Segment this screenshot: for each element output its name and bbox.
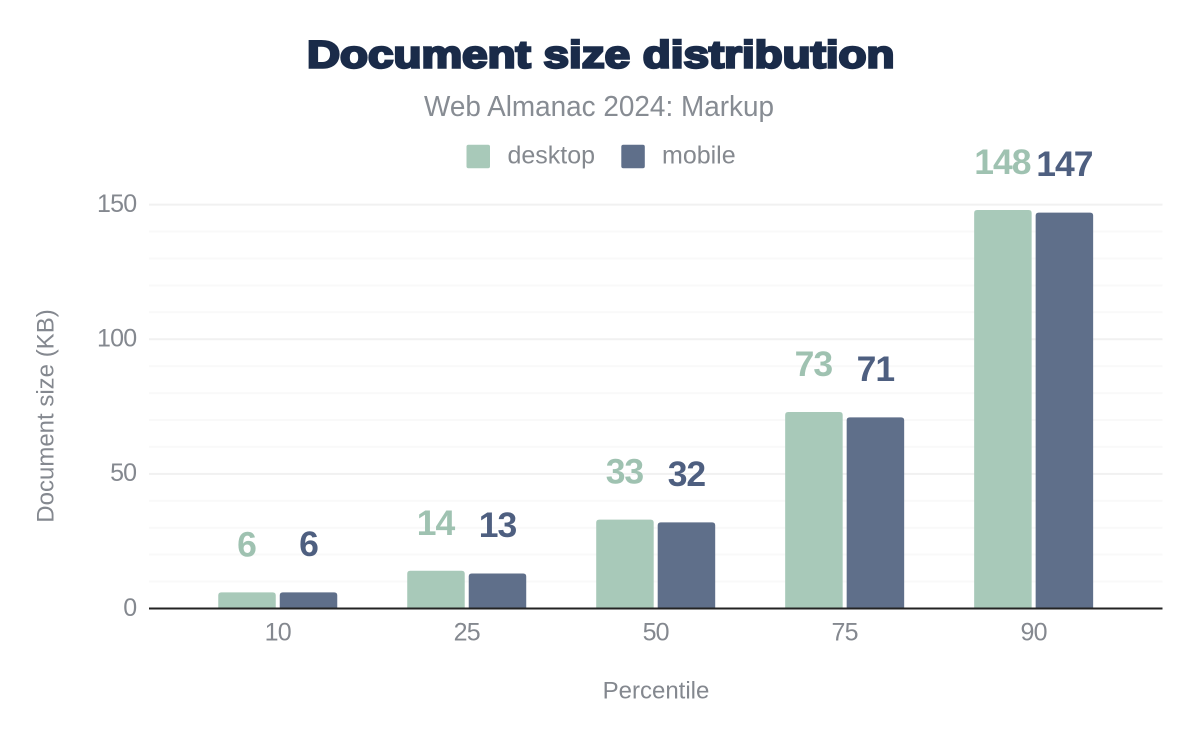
svg-text:Web Almanac 2024: Markup: Web Almanac 2024: Markup — [424, 91, 774, 123]
svg-text:13: 13 — [479, 505, 517, 545]
svg-text:32: 32 — [668, 454, 706, 494]
svg-text:mobile: mobile — [662, 142, 736, 170]
svg-text:10: 10 — [265, 618, 291, 646]
svg-text:0: 0 — [123, 594, 136, 622]
svg-text:50: 50 — [643, 618, 669, 646]
svg-text:25: 25 — [454, 618, 480, 646]
svg-text:33: 33 — [606, 452, 644, 492]
svg-text:6: 6 — [299, 524, 318, 564]
svg-text:148: 148 — [974, 142, 1030, 182]
svg-text:50: 50 — [110, 459, 136, 487]
svg-text:75: 75 — [832, 618, 858, 646]
svg-text:71: 71 — [857, 349, 895, 389]
svg-text:Percentile: Percentile — [603, 678, 710, 705]
svg-text:6: 6 — [237, 524, 256, 564]
svg-text:14: 14 — [417, 503, 456, 543]
svg-text:Document size distribution: Document size distribution — [307, 33, 894, 75]
svg-text:Document size (KB): Document size (KB) — [33, 309, 60, 522]
svg-text:100: 100 — [97, 325, 136, 353]
svg-text:73: 73 — [795, 344, 833, 384]
svg-text:90: 90 — [1021, 618, 1047, 646]
svg-text:desktop: desktop — [508, 142, 596, 170]
svg-text:147: 147 — [1036, 144, 1092, 184]
svg-text:150: 150 — [97, 190, 136, 218]
